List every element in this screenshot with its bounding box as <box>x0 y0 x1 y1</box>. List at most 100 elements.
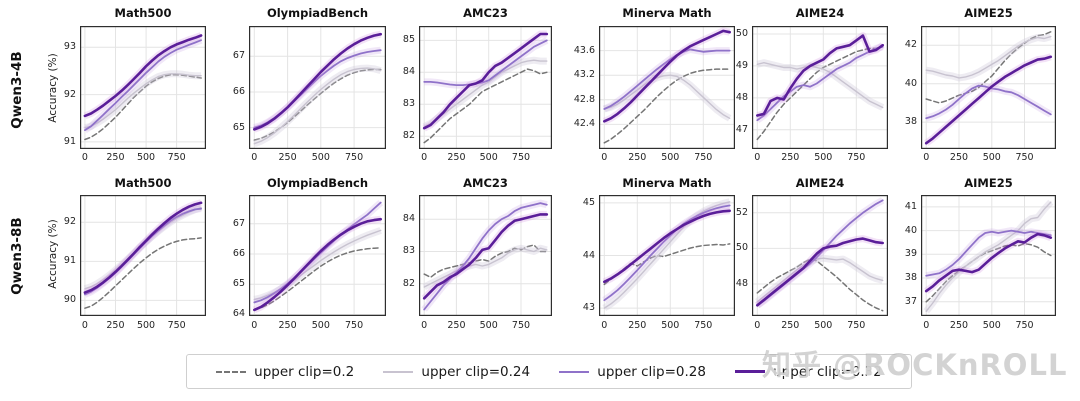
x-tick-label: 750 <box>511 152 531 163</box>
y-tick-label: 67 <box>232 217 245 229</box>
x-tick-label: 750 <box>847 320 866 331</box>
subplot-qwen3-8b-aime25 <box>921 195 1057 317</box>
x-tick-label: 500 <box>136 152 156 163</box>
x-tick-label: 250 <box>628 320 647 331</box>
legend-item-upper-clip-0-32: upper clip=0.32 <box>735 364 882 380</box>
subplot-title: Minerva Math <box>622 176 712 190</box>
y-tick-label: 40 <box>904 224 917 236</box>
x-tick-label: 250 <box>781 320 800 331</box>
y-tick-label: 42.4 <box>573 118 595 130</box>
y-tick-label: 84 <box>402 213 415 225</box>
y-tick-label: 84 <box>402 66 415 78</box>
x-tick-label: 250 <box>447 320 466 331</box>
y-tick-label: 83 <box>402 245 415 257</box>
x-tick-label: 500 <box>311 320 330 331</box>
x-tick-label: 0 <box>754 152 761 163</box>
legend-line-sample <box>383 370 414 373</box>
x-tick-label: 750 <box>1015 320 1034 331</box>
subplot-title: AMC23 <box>463 176 508 190</box>
subplot-title: Math500 <box>114 6 172 20</box>
y-tick-label: 42 <box>904 39 917 51</box>
subplot-qwen3-4b-olympiadbench <box>249 26 387 150</box>
x-tick-label: 0 <box>421 152 428 163</box>
y-tick-label: 41 <box>904 200 917 212</box>
x-tick-label: 0 <box>251 320 258 331</box>
y-tick-label: 52 <box>735 206 748 218</box>
x-tick-label: 500 <box>982 152 1001 163</box>
x-tick-label: 500 <box>814 320 833 331</box>
subplot-title: AIME25 <box>964 176 1013 190</box>
y-tick-label: 85 <box>402 34 415 46</box>
x-tick-label: 250 <box>949 320 969 331</box>
y-tick-label: 66 <box>232 85 245 97</box>
x-tick-label: 0 <box>81 320 88 331</box>
y-tick-label: 38 <box>904 272 917 284</box>
x-tick-label: 500 <box>814 152 833 163</box>
x-tick-label: 250 <box>781 152 800 163</box>
legend-line-sample <box>216 370 247 373</box>
y-tick-label: 37 <box>904 295 917 307</box>
y-tick-label: 83 <box>402 98 415 110</box>
x-tick-label: 500 <box>136 320 156 331</box>
subplot-qwen3-8b-math500 <box>80 195 207 317</box>
y-tick-label: 65 <box>232 278 245 290</box>
x-tick-label: 750 <box>167 152 186 163</box>
x-tick-label: 0 <box>251 152 258 163</box>
subplot-qwen3-4b-minerva-math <box>599 26 736 150</box>
watermark: 知乎 @ROCKnROLL <box>762 348 1068 382</box>
x-tick-label: 500 <box>982 320 1001 331</box>
legend-item-upper-clip-0-24: upper clip=0.24 <box>383 364 530 380</box>
y-tick-label: 91 <box>63 255 76 267</box>
legend-item-upper-clip-0-2: upper clip=0.2 <box>216 364 354 380</box>
x-tick-label: 250 <box>106 320 125 331</box>
x-tick-label: 0 <box>81 152 88 163</box>
y-tick-label: 92 <box>63 88 76 100</box>
x-tick-label: 750 <box>694 152 713 163</box>
subplot-qwen3-4b-aime25 <box>921 26 1057 150</box>
row-label-qwen3-4b: Qwen3-4B <box>9 51 25 129</box>
x-tick-label: 0 <box>754 320 761 331</box>
y-tick-label: 50 <box>735 242 748 254</box>
subplot-title: OlympiadBench <box>266 176 369 190</box>
x-tick-label: 250 <box>106 152 125 163</box>
x-tick-label: 750 <box>694 320 713 331</box>
subplot-title: Minerva Math <box>622 6 712 20</box>
legend-label: upper clip=0.32 <box>773 363 882 380</box>
subplot-qwen3-4b-math500 <box>80 26 207 150</box>
legend-line-sample <box>735 370 766 373</box>
y-tick-label: 43 <box>582 302 595 314</box>
subplot-title: OlympiadBench <box>266 6 369 20</box>
y-tick-label: 64 <box>232 308 245 320</box>
x-tick-label: 0 <box>421 320 428 331</box>
row-label-qwen3-8b: Qwen3-8B <box>9 217 25 295</box>
legend-label: upper clip=0.2 <box>254 363 355 380</box>
x-tick-label: 250 <box>447 152 466 163</box>
legend-label: upper clip=0.28 <box>597 363 706 380</box>
subplot-qwen3-8b-amc23 <box>419 195 553 317</box>
subplot-title: AIME24 <box>795 6 845 20</box>
x-tick-label: 0 <box>601 320 608 331</box>
x-tick-label: 750 <box>167 320 186 331</box>
y-tick-label: 66 <box>232 247 245 259</box>
subplot-qwen3-8b-minerva-math <box>599 195 736 317</box>
y-tick-label: 47 <box>735 123 748 135</box>
x-tick-label: 500 <box>661 152 680 163</box>
legend-line-sample <box>559 370 590 373</box>
x-tick-label: 250 <box>949 152 969 163</box>
subplot-qwen3-8b-olympiadbench <box>249 195 387 317</box>
x-tick-label: 250 <box>278 152 297 163</box>
x-tick-label: 500 <box>311 152 330 163</box>
legend: upper clip=0.2 upper clip=0.24 upper clip=… <box>186 354 912 389</box>
x-tick-label: 0 <box>923 152 930 163</box>
y-tick-label: 45 <box>582 196 595 208</box>
y-tick-label: 82 <box>402 277 415 289</box>
subplot-qwen3-4b-amc23 <box>419 26 553 150</box>
y-tick-label: 44 <box>582 249 595 261</box>
y-tick-label: 93 <box>63 41 76 53</box>
x-tick-label: 0 <box>601 152 608 163</box>
x-tick-label: 250 <box>278 320 297 331</box>
y-tick-label: 82 <box>402 130 415 142</box>
y-tick-label: 65 <box>232 121 245 133</box>
y-tick-label: 67 <box>232 50 245 62</box>
